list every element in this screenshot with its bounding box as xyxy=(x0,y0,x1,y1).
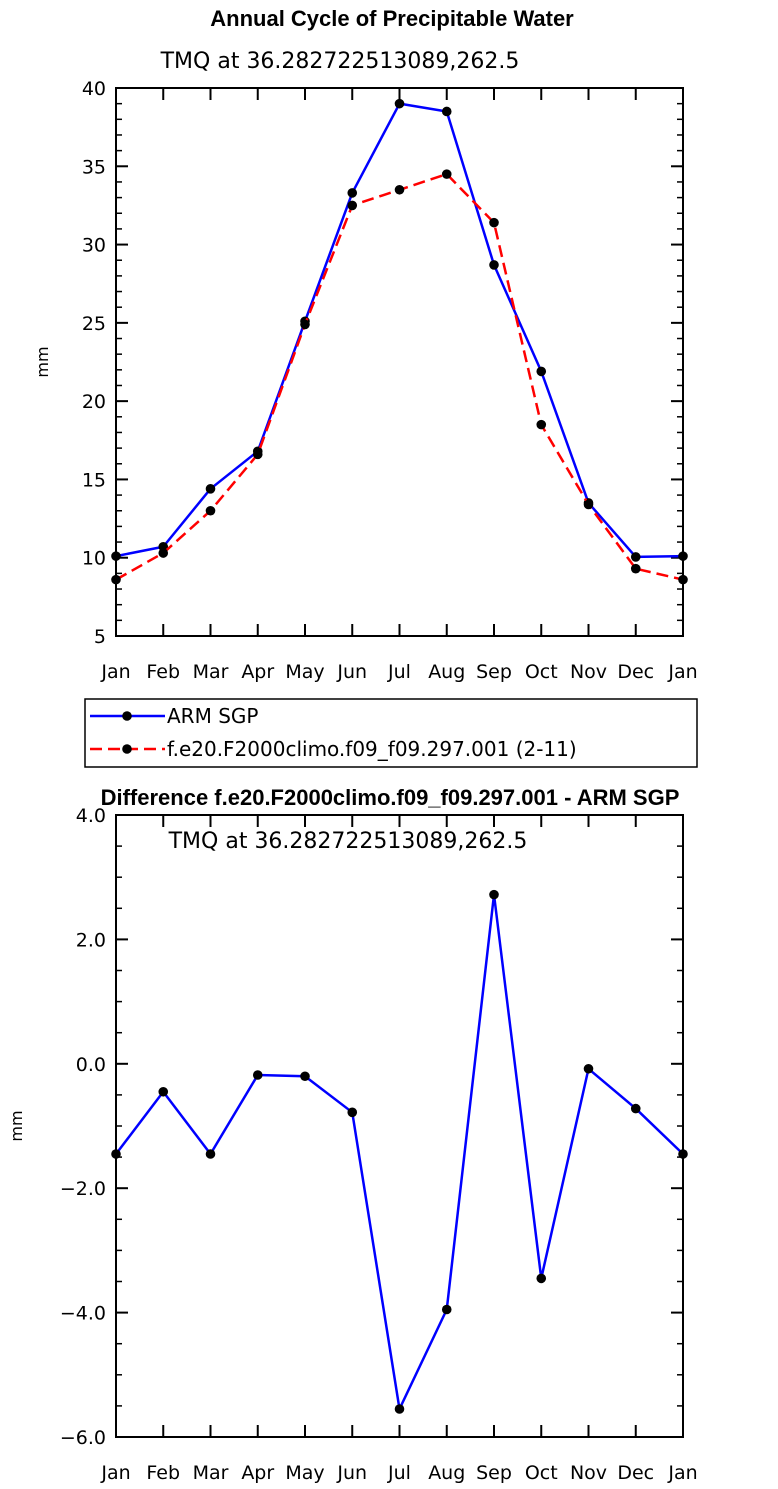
x-tick-label: Jan xyxy=(100,1462,130,1484)
data-point xyxy=(205,505,216,516)
x-tick-label: Oct xyxy=(525,1462,558,1484)
plot-frame xyxy=(115,87,684,637)
x-tick-label: Aug xyxy=(428,661,465,683)
x-tick-label: Aug xyxy=(428,1462,465,1484)
x-tick-label: Apr xyxy=(241,1462,274,1484)
chart-subtitle: TMQ at 36.282722513089,262.5 xyxy=(160,49,520,74)
data-point xyxy=(111,551,121,561)
data-point xyxy=(630,563,641,574)
data-point xyxy=(536,1273,547,1284)
y-tick-label: 35 xyxy=(82,156,106,178)
x-tick-label: Dec xyxy=(617,661,654,683)
data-point xyxy=(630,552,641,562)
legend-label: f.e20.F2000climo.f09_f09.297.001 (2-11) xyxy=(167,737,577,761)
y-tick-label: 10 xyxy=(82,548,106,570)
chart-subtitle: TMQ at 36.282722513089,262.5 xyxy=(168,829,528,854)
data-point xyxy=(583,1063,594,1074)
data-point xyxy=(111,1149,121,1159)
series-line-1 xyxy=(115,102,684,559)
data-point xyxy=(300,1071,310,1082)
data-point xyxy=(678,551,688,561)
y-tick-label: 40 xyxy=(82,78,106,100)
y-tick-label: 30 xyxy=(82,235,106,257)
plot-frame xyxy=(115,814,684,1438)
data-point xyxy=(347,1107,358,1118)
y-tick-label: −4.0 xyxy=(60,1303,106,1325)
legend-marker xyxy=(122,711,132,721)
data-point xyxy=(630,1103,641,1114)
legend: ARM SGP f.e20.F2000climo.f09_f09.297.001 … xyxy=(84,698,698,768)
data-point xyxy=(394,184,405,195)
series-line-2 xyxy=(115,172,684,581)
y-tick-label: 0.0 xyxy=(76,1054,106,1076)
y-tick-label: 25 xyxy=(82,313,106,335)
data-point xyxy=(158,1086,169,1097)
legend-label: ARM SGP xyxy=(167,704,258,728)
x-tick-label: Jun xyxy=(336,661,367,683)
x-tick-label: Jan xyxy=(667,661,697,683)
data-point xyxy=(252,1070,263,1080)
x-tick-label: Feb xyxy=(146,1462,180,1484)
chart-title: Difference f.e20.F2000climo.f09_f09.297.… xyxy=(101,785,680,810)
chart-title: Annual Cycle of Precipitable Water xyxy=(210,6,574,31)
data-point xyxy=(347,200,358,211)
y-tick-label: −2.0 xyxy=(60,1178,106,1200)
y-axis-label: mm xyxy=(7,1110,26,1141)
data-point xyxy=(441,1304,452,1315)
data-point xyxy=(536,366,547,377)
data-point xyxy=(252,449,263,460)
data-point xyxy=(394,98,405,109)
data-point xyxy=(300,319,310,330)
series-line-1 xyxy=(115,893,684,1411)
data-point xyxy=(441,106,452,117)
x-tick-label: Nov xyxy=(570,1462,607,1484)
data-point xyxy=(489,217,499,228)
x-tick-label: Jul xyxy=(387,661,411,683)
data-point xyxy=(489,889,499,900)
x-tick-label: Mar xyxy=(193,661,229,683)
x-tick-label: Mar xyxy=(193,1462,229,1484)
data-point xyxy=(583,499,594,510)
x-tick-label: Oct xyxy=(525,661,558,683)
x-tick-label: Nov xyxy=(570,661,607,683)
chart-2: Difference f.e20.F2000climo.f09_f09.297.… xyxy=(7,785,698,1484)
y-tick-label: 4.0 xyxy=(76,805,106,827)
data-point xyxy=(536,419,547,430)
y-axis-label: mm xyxy=(33,346,52,377)
data-point xyxy=(394,1404,405,1414)
x-tick-label: Jan xyxy=(100,661,130,683)
data-point xyxy=(678,574,688,585)
data-point xyxy=(205,484,216,494)
y-tick-label: 5 xyxy=(94,626,106,648)
data-point xyxy=(441,169,452,179)
x-tick-label: Dec xyxy=(617,1462,654,1484)
x-tick-label: Jun xyxy=(336,1462,367,1484)
chart-1: Annual Cycle of Precipitable Water TMQ at… xyxy=(33,6,698,768)
x-tick-label: Apr xyxy=(241,661,274,683)
y-tick-label: 15 xyxy=(82,469,106,491)
x-tick-label: May xyxy=(285,661,324,683)
data-point xyxy=(347,188,358,198)
y-tick-label: 2.0 xyxy=(76,929,106,951)
y-tick-label: 20 xyxy=(82,391,106,413)
x-tick-label: Feb xyxy=(146,661,180,683)
x-tick-label: Jul xyxy=(387,1462,411,1484)
y-tick-label: −6.0 xyxy=(60,1427,106,1449)
data-point xyxy=(111,574,121,585)
data-point xyxy=(489,260,499,270)
data-point xyxy=(678,1149,688,1159)
x-tick-label: Jan xyxy=(667,1462,697,1484)
x-tick-label: Sep xyxy=(476,661,512,683)
x-tick-label: Sep xyxy=(476,1462,512,1484)
data-point xyxy=(205,1149,216,1159)
data-point xyxy=(158,548,169,558)
x-tick-label: May xyxy=(285,1462,324,1484)
legend-box xyxy=(84,698,698,768)
legend-marker xyxy=(122,744,132,754)
